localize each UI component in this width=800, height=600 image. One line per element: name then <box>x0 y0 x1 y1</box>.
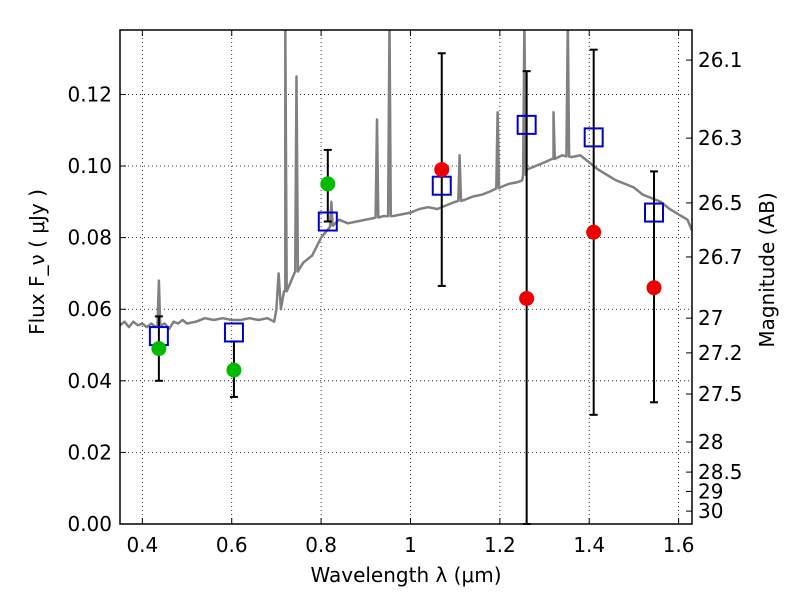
plot-background <box>120 30 692 524</box>
right-tick-label: 29 <box>698 479 723 503</box>
right-axis-title: Magnitude (AB) <box>755 192 779 347</box>
detections-point <box>151 341 167 357</box>
right-tick-label: 26.3 <box>698 126 743 150</box>
y-tick-label: 0.08 <box>67 226 112 250</box>
x-axis-title: Wavelength λ (μm) <box>310 563 501 587</box>
model-square-point <box>516 114 537 135</box>
y-tick-label: 0.04 <box>67 369 112 393</box>
right-tick-label: 27 <box>698 306 723 330</box>
plot-frame <box>119 29 693 525</box>
low-significance-point <box>519 290 535 306</box>
model-square-point <box>223 322 244 343</box>
right-tick-label: 26.7 <box>698 245 743 269</box>
right-tick-label: 28 <box>698 430 723 454</box>
model-square-point <box>317 211 338 232</box>
y-tick-label: 0.02 <box>67 440 112 464</box>
x-tick-label: 1.6 <box>663 533 695 557</box>
data-markers <box>148 114 665 378</box>
model-square-point <box>644 202 665 223</box>
low-significance-point <box>434 162 450 178</box>
y-tick-label: 0.00 <box>67 512 112 536</box>
x-tick-label: 1.4 <box>573 533 605 557</box>
y-tick-label: 0.10 <box>67 154 112 178</box>
x-tick-label: 0.6 <box>216 533 248 557</box>
spectrum-line <box>120 30 692 331</box>
x-tick-label: 1 <box>404 533 417 557</box>
right-tick-label: 27.5 <box>698 382 743 406</box>
tick-labels: 0.4 0.6 0.8 1 1.2 1.4 1.6 0.00 0.02 0.04 0.06 0.08 0… <box>67 48 742 557</box>
y-tick-label: 0.06 <box>67 297 112 321</box>
x-tick-label: 1.2 <box>484 533 516 557</box>
right-tick-label: 26.5 <box>698 191 743 215</box>
right-tick-label: 30 <box>698 499 723 523</box>
right-tick-label: 26.1 <box>698 48 743 72</box>
low-significance-point <box>586 224 602 240</box>
x-tick-label: 0.4 <box>126 533 158 557</box>
y-tick-label: 0.12 <box>67 82 112 106</box>
x-tick-label: 0.8 <box>305 533 337 557</box>
y-axis-title: Flux F_ν ( μJy ) <box>25 189 49 335</box>
detections-point <box>320 176 336 192</box>
right-tick-label: 28.5 <box>698 460 743 484</box>
right-tick-label: 27.2 <box>698 341 743 365</box>
model-square-point <box>583 127 604 148</box>
low-significance-point <box>646 280 662 296</box>
detections-point <box>226 362 242 378</box>
axis-ticks <box>120 30 692 525</box>
template-spectrum <box>120 30 692 331</box>
